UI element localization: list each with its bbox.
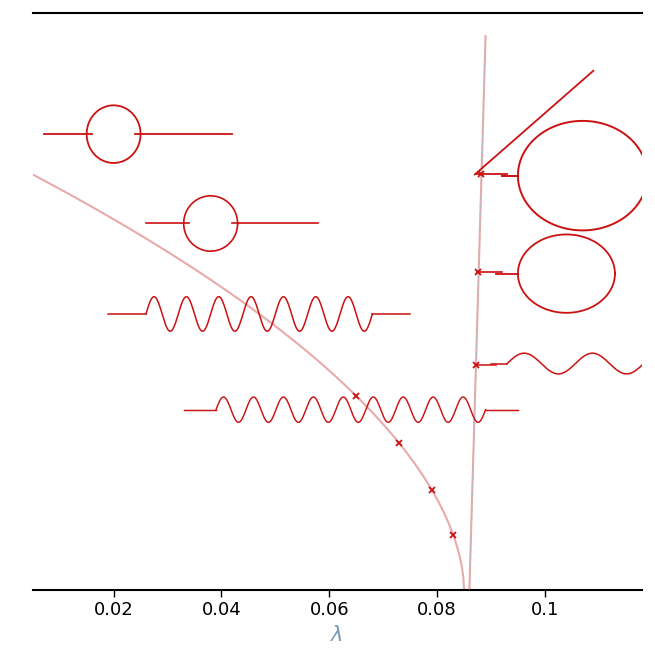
X-axis label: λ: λ: [331, 625, 343, 645]
